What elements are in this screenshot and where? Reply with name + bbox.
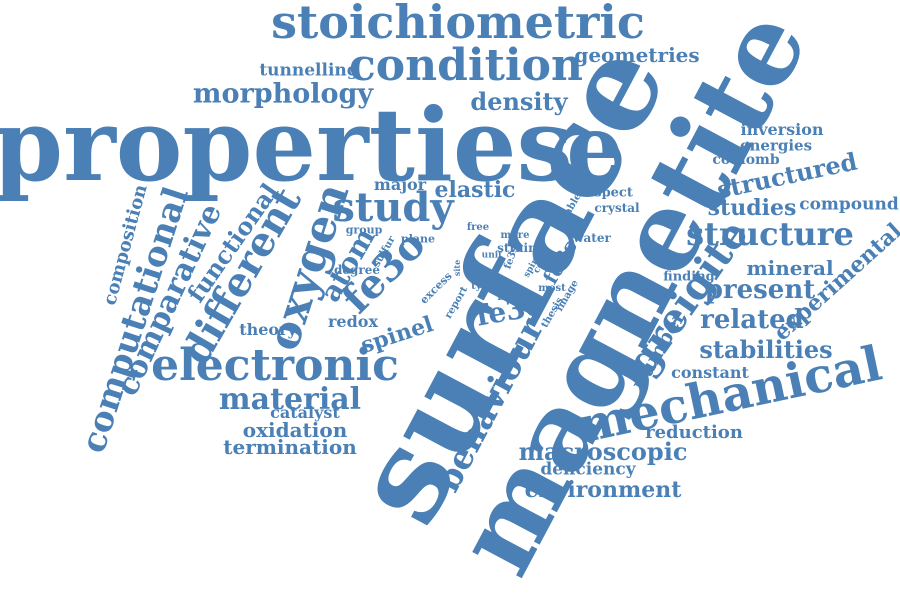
word-redox: redox (327, 312, 379, 331)
word-present: present (704, 275, 816, 305)
word-stabilities: stabilities (699, 335, 833, 364)
word-inversion: inversion (740, 120, 824, 139)
word-degree: degree (333, 263, 381, 277)
word-condition: condition (349, 40, 583, 91)
word-respect: respect (579, 185, 633, 201)
word-studies: studies (707, 195, 797, 221)
word-reduction: reduction (645, 422, 743, 443)
word-elastic: elastic (434, 177, 516, 203)
word-deficiency: deficiency (540, 459, 636, 480)
word-macroscopic: macroscopic (518, 437, 688, 466)
word-electronic: electronic (151, 340, 399, 391)
word-group: group (345, 223, 383, 237)
word-plane: plane (401, 232, 435, 246)
word-coulomb: coulomb (712, 152, 780, 168)
word-mineral: mineral (746, 256, 834, 280)
word-constant: constant (671, 363, 749, 382)
word-finding: finding (663, 269, 715, 285)
word-theory: theory (239, 320, 297, 339)
word-unit: unit (481, 250, 503, 261)
word-environment: environment (524, 477, 682, 503)
word-geometries: geometries (574, 43, 700, 67)
word-more: more (500, 230, 530, 241)
word-free: free (466, 222, 490, 233)
word-study: study (332, 184, 454, 231)
word-e: e (566, 95, 624, 201)
word-crystal: crystal (594, 201, 640, 215)
word-stoichiometric: stoichiometric (271, 0, 645, 49)
word-material: material (218, 382, 362, 417)
word-related: related (700, 305, 804, 335)
word-major: major (373, 175, 427, 194)
word-site: site (452, 259, 462, 277)
word-density: density (470, 87, 568, 116)
word-energies: energies (739, 136, 813, 155)
word-tunnelling: tunnelling (259, 60, 359, 81)
word-morphology: morphology (192, 78, 374, 110)
word-oxidation: oxidation (242, 418, 348, 442)
word-water: water (573, 231, 611, 245)
word-type: type (471, 281, 495, 292)
word-strain: strain (497, 241, 537, 255)
word-structure: structure (686, 215, 854, 253)
word-bulk: bulk (497, 292, 523, 303)
word-catalyst: catalyst (270, 403, 340, 422)
word-compound: compound (799, 194, 899, 215)
word-most: most (538, 283, 566, 294)
word-properties: properties (0, 86, 573, 204)
word-termination: termination (223, 435, 357, 459)
